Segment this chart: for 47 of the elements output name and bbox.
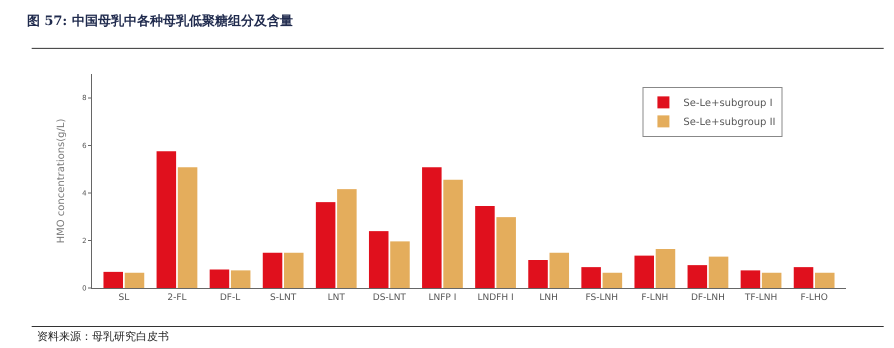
bar	[422, 167, 442, 288]
bar	[602, 272, 622, 288]
bar	[794, 267, 814, 288]
bar	[496, 217, 516, 288]
x-tick-label: DF-LNH	[691, 292, 725, 303]
bar	[814, 272, 835, 288]
chart-title: 图 57: 中国母乳中各种母乳低聚糖组分及含量	[26, 12, 293, 29]
legend-label: Se-Le+subgroup I	[683, 98, 773, 110]
bar	[443, 180, 463, 288]
x-tick-label: LNFP I	[428, 292, 456, 303]
x-tick-label: DS-LNT	[372, 292, 406, 303]
bar	[656, 249, 676, 288]
bar	[316, 202, 336, 288]
x-tick-label: S-LNT	[270, 292, 297, 303]
bar	[762, 272, 782, 288]
bar	[210, 269, 230, 288]
x-tick-label: F-LHO	[800, 292, 828, 303]
bar	[337, 189, 357, 288]
bar	[740, 270, 760, 288]
bar	[103, 272, 124, 288]
x-tick-label: DF-L	[220, 292, 240, 303]
x-tick-label: F-LNH	[641, 292, 668, 303]
bar	[634, 256, 654, 288]
text: 资料来源：母乳研究白皮书	[37, 330, 169, 343]
x-tick-label: SL	[118, 292, 130, 303]
bar	[550, 252, 570, 288]
y-axis-title: HMO concentrations(g/L)	[56, 118, 68, 244]
bar	[156, 151, 176, 288]
bar	[230, 270, 250, 288]
x-tick-label: LNT	[328, 292, 346, 303]
bar	[284, 252, 304, 288]
x-tick-label: TF-LNH	[744, 292, 778, 303]
bar	[708, 256, 728, 288]
bar	[178, 167, 198, 288]
bar	[688, 265, 708, 288]
bar	[262, 252, 282, 288]
bar	[581, 267, 601, 288]
legend-label: Se-Le+subgroup II	[683, 117, 776, 128]
bar	[124, 272, 144, 288]
x-tick-label: FS-LNH	[586, 292, 618, 303]
x-tick-label: LNDFH I	[477, 292, 514, 303]
bar	[390, 241, 410, 288]
x-tick-label: LNH	[539, 292, 558, 303]
bar	[528, 260, 548, 288]
bar	[368, 231, 388, 288]
bar	[475, 206, 495, 288]
x-tick-label: 2-FL	[167, 292, 187, 303]
